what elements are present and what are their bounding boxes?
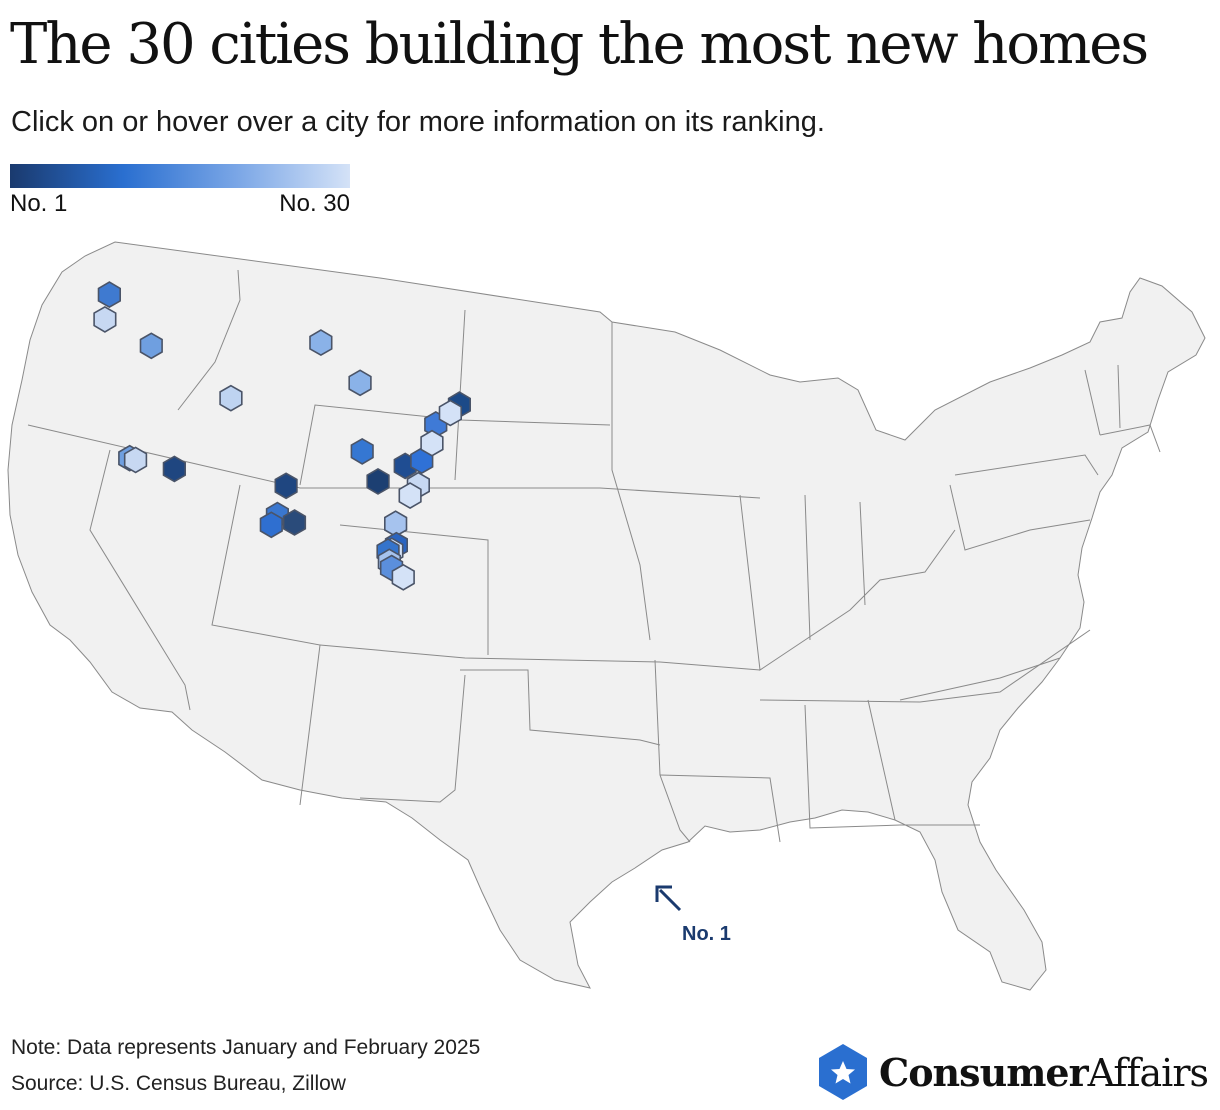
city-marker-richmond-area[interactable] (420, 429, 444, 457)
no1-callout: No. 1 (655, 885, 731, 945)
city-marker-philadelphia-area[interactable] (438, 399, 463, 427)
state-border (804, 704, 980, 829)
city-marker-dallas-area[interactable] (274, 472, 298, 500)
state-border (177, 269, 241, 411)
state-border (867, 699, 896, 821)
state-border (89, 449, 191, 711)
legend-max-label: No. 30 (279, 190, 350, 217)
state-border (460, 669, 661, 746)
state-border (299, 404, 611, 486)
city-marker-riverside-area[interactable] (123, 446, 148, 474)
city-marker-boise-area[interactable] (139, 332, 163, 360)
color-legend: No. 1 No. 30 (10, 164, 350, 218)
city-marker-charleston-area[interactable] (398, 482, 422, 510)
state-border (1117, 364, 1121, 429)
state-border (654, 659, 691, 843)
callout-arrow (658, 888, 682, 912)
state-border (1084, 369, 1101, 436)
state-border (1099, 424, 1161, 453)
city-marker-houston-area[interactable] (282, 509, 307, 536)
star-hexagon-icon (818, 1044, 867, 1100)
city-marker-minneapolis-area[interactable] (309, 329, 333, 357)
state-border (659, 774, 781, 843)
city-marker-seattle-area[interactable] (97, 281, 121, 309)
callout-label: No. 1 (682, 923, 731, 945)
city-markers (93, 281, 472, 591)
us-land-outline (7, 241, 1206, 991)
city-marker-atlanta-area[interactable] (366, 467, 390, 495)
city-marker-nashville-area[interactable] (350, 437, 374, 465)
page-title: The 30 cities building the most new home… (10, 12, 1149, 77)
state-border (319, 644, 761, 671)
brand-wordmark: ConsumerAffairs (878, 1049, 1209, 1095)
brand-wordmark-consumer: Consumer (878, 1049, 1089, 1095)
legend-min-label: No. 1 (10, 190, 68, 217)
us-city-map: No. 1 (7, 241, 1206, 991)
brand-logo-block[interactable]: ConsumerAffairs (815, 1042, 1209, 1102)
city-marker-chicago-area[interactable] (348, 369, 372, 397)
state-border (759, 629, 1091, 703)
callout-arrowhead (655, 885, 672, 902)
state-border (859, 501, 866, 606)
city-marker-san-antonio-area[interactable] (259, 511, 283, 539)
state-border (27, 424, 761, 499)
state-border (949, 484, 1091, 551)
city-marker-miami-area[interactable] (391, 563, 415, 591)
page-subtitle: Click on or hover over a city for more i… (11, 106, 825, 138)
state-border (804, 494, 811, 641)
state-border (954, 454, 1099, 476)
state-border (611, 322, 651, 641)
legend-gradient-bar (10, 164, 350, 188)
city-marker-phoenix-area[interactable] (162, 455, 186, 483)
state-border (899, 657, 1061, 701)
state-border (359, 674, 466, 803)
state-border (739, 494, 956, 671)
data-source: Source: U.S. Census Bureau, Zillow (11, 1072, 346, 1095)
city-marker-portland-area[interactable] (93, 305, 117, 333)
brand-wordmark-affairs: Affairs (1087, 1050, 1209, 1095)
state-border (211, 484, 321, 806)
data-note: Note: Data represents January and Februa… (11, 1036, 481, 1059)
city-marker-denver-area[interactable] (219, 384, 243, 412)
